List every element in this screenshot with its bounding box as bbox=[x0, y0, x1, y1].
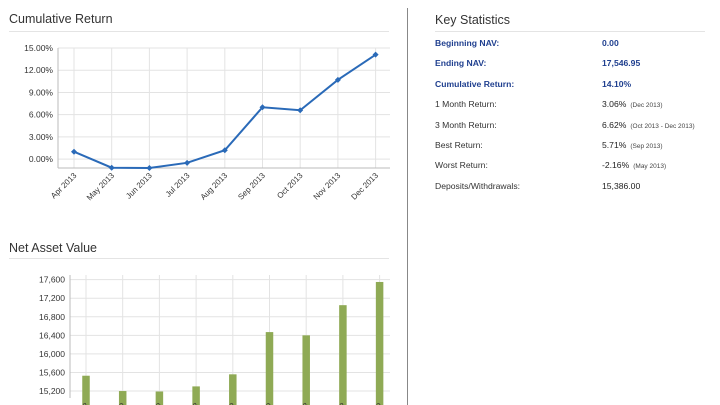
stat-label: Ending NAV: bbox=[435, 58, 487, 69]
x-tick-label: 2013 bbox=[108, 401, 127, 405]
y-tick-label: 15,200 bbox=[39, 386, 65, 396]
x-tick-label: 2013 bbox=[255, 401, 274, 405]
stat-row-3-month-return: 3 Month Return: 6.62% (Oct 2013 - Dec 201… bbox=[435, 120, 715, 140]
stat-row-ending-nav: Ending NAV: 17,546.95 bbox=[435, 58, 715, 78]
stat-label: Deposits/Withdrawals: bbox=[435, 180, 521, 191]
stat-label: Worst Return: bbox=[435, 160, 488, 171]
nav-title-rule bbox=[9, 258, 389, 259]
y-tick-label: 0.00% bbox=[29, 154, 54, 164]
stat-row-1-month-return: 1 Month Return: 3.06% (Dec 2013) bbox=[435, 99, 715, 119]
y-tick-label: 17,200 bbox=[39, 293, 65, 303]
x-tick-label: Sep 2013 bbox=[236, 171, 267, 202]
nav-bar bbox=[155, 391, 164, 405]
data-point bbox=[372, 51, 379, 58]
nav-bar bbox=[192, 386, 200, 405]
stat-value: -2.16% (May 2013) bbox=[602, 160, 667, 171]
stat-value: 17,546.95 bbox=[602, 58, 641, 69]
data-point bbox=[71, 148, 77, 155]
y-tick-label: 3.00% bbox=[29, 132, 54, 142]
stat-note: (Sep 2013) bbox=[630, 142, 663, 150]
nav-bar bbox=[265, 332, 274, 405]
stat-value: 3.06% (Dec 2013) bbox=[602, 99, 663, 110]
x-tick-label: 2013 bbox=[145, 401, 164, 405]
cumulative-title-rule bbox=[9, 31, 389, 32]
y-tick-label: 9.00% bbox=[29, 87, 54, 97]
data-point bbox=[108, 164, 115, 171]
stat-label: Cumulative Return: bbox=[435, 78, 515, 89]
x-tick-label: Dec 2013 bbox=[349, 171, 380, 202]
stat-label: Beginning NAV: bbox=[435, 38, 500, 48]
nav-bar bbox=[339, 305, 347, 405]
stat-row-beginning-nav: Beginning NAV: 0.00 bbox=[435, 38, 715, 58]
x-tick-label: 2013 bbox=[218, 401, 237, 405]
stat-value: 15,386.00 bbox=[602, 180, 641, 191]
x-tick-label: 2013 bbox=[71, 401, 90, 405]
x-tick-label: Jul 2013 bbox=[164, 171, 192, 199]
y-tick-label: 15,600 bbox=[39, 367, 65, 377]
data-point bbox=[184, 159, 191, 166]
y-tick-label: 16,800 bbox=[39, 312, 65, 322]
stats-title-rule bbox=[435, 31, 705, 32]
stat-row-best-return: Best Return: 5.71% (Sep 2013) bbox=[435, 140, 715, 160]
y-tick-label: 17,600 bbox=[39, 275, 65, 285]
key-statistics-title: Key Statistics bbox=[435, 13, 511, 27]
nav-bar bbox=[118, 391, 127, 405]
stat-value: 14.10% bbox=[602, 78, 632, 89]
nav-bar bbox=[82, 375, 90, 405]
x-tick-label: 2013 bbox=[365, 401, 384, 405]
x-tick-label: Nov 2013 bbox=[312, 171, 343, 202]
data-point bbox=[221, 147, 228, 154]
nav-bar bbox=[229, 374, 237, 405]
data-point bbox=[146, 165, 153, 171]
stat-value: 0.00 bbox=[602, 38, 619, 48]
stat-note: (Oct 2013 - Dec 2013) bbox=[630, 122, 695, 130]
x-tick-label: Apr 2013 bbox=[49, 171, 79, 201]
y-tick-label: 16,400 bbox=[39, 330, 65, 340]
x-tick-label: Jun 2013 bbox=[124, 171, 154, 201]
data-point bbox=[334, 76, 341, 83]
data-point bbox=[297, 107, 304, 114]
panel-divider bbox=[407, 8, 408, 405]
x-tick-label: 2013 bbox=[292, 401, 311, 405]
key-statistics-table: Beginning NAV: 0.00 Ending NAV: 17,546.9… bbox=[435, 38, 715, 201]
stat-note: (Dec 2013) bbox=[630, 102, 663, 110]
stat-value: 5.71% (Sep 2013) bbox=[602, 139, 663, 150]
stat-row-cumulative-return: Cumulative Return: 14.10% bbox=[435, 79, 715, 99]
nav-bar bbox=[375, 281, 384, 405]
stat-label: 1 Month Return: bbox=[435, 99, 497, 110]
x-tick-label: Aug 2013 bbox=[199, 171, 230, 202]
x-tick-label: May 2013 bbox=[85, 171, 117, 203]
x-tick-label: 2013 bbox=[182, 401, 201, 405]
net-asset-value-title: Net Asset Value bbox=[9, 241, 98, 255]
nav-bar bbox=[302, 335, 310, 405]
y-tick-label: 12.00% bbox=[24, 65, 53, 75]
stat-row-deposits-withdrawals: Deposits/Withdrawals: 15,386.00 bbox=[435, 181, 715, 201]
stat-label: Best Return: bbox=[435, 139, 483, 150]
y-tick-label: 6.00% bbox=[29, 110, 54, 120]
data-point bbox=[259, 104, 266, 111]
stat-row-worst-return: Worst Return: -2.16% (May 2013) bbox=[435, 160, 715, 180]
stat-value: 6.62% (Oct 2013 - Dec 2013) bbox=[602, 119, 695, 130]
cumulative-return-title: Cumulative Return bbox=[9, 12, 113, 26]
stat-note: (May 2013) bbox=[633, 163, 667, 171]
y-tick-label: 16,000 bbox=[39, 349, 65, 359]
x-tick-label: 2013 bbox=[328, 401, 347, 405]
stat-label: 3 Month Return: bbox=[435, 119, 497, 130]
y-tick-label: 15.00% bbox=[24, 43, 53, 53]
x-tick-label: Oct 2013 bbox=[275, 171, 305, 201]
